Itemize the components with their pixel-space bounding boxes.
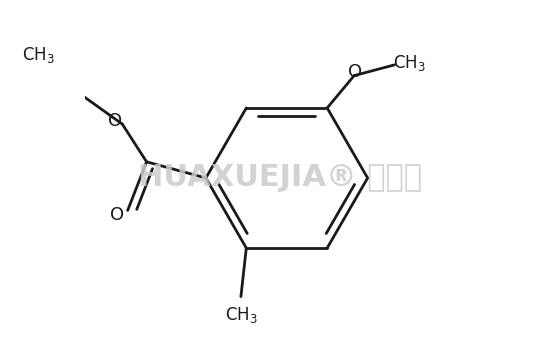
Text: HUAXUEJIA® 化学加: HUAXUEJIA® 化学加 [138,163,422,193]
Text: O: O [109,112,123,130]
Text: CH$_3$: CH$_3$ [393,53,426,73]
Text: O: O [348,63,362,80]
Text: CH$_3$: CH$_3$ [22,45,55,65]
Text: O: O [110,206,124,224]
Text: CH$_3$: CH$_3$ [225,305,257,325]
